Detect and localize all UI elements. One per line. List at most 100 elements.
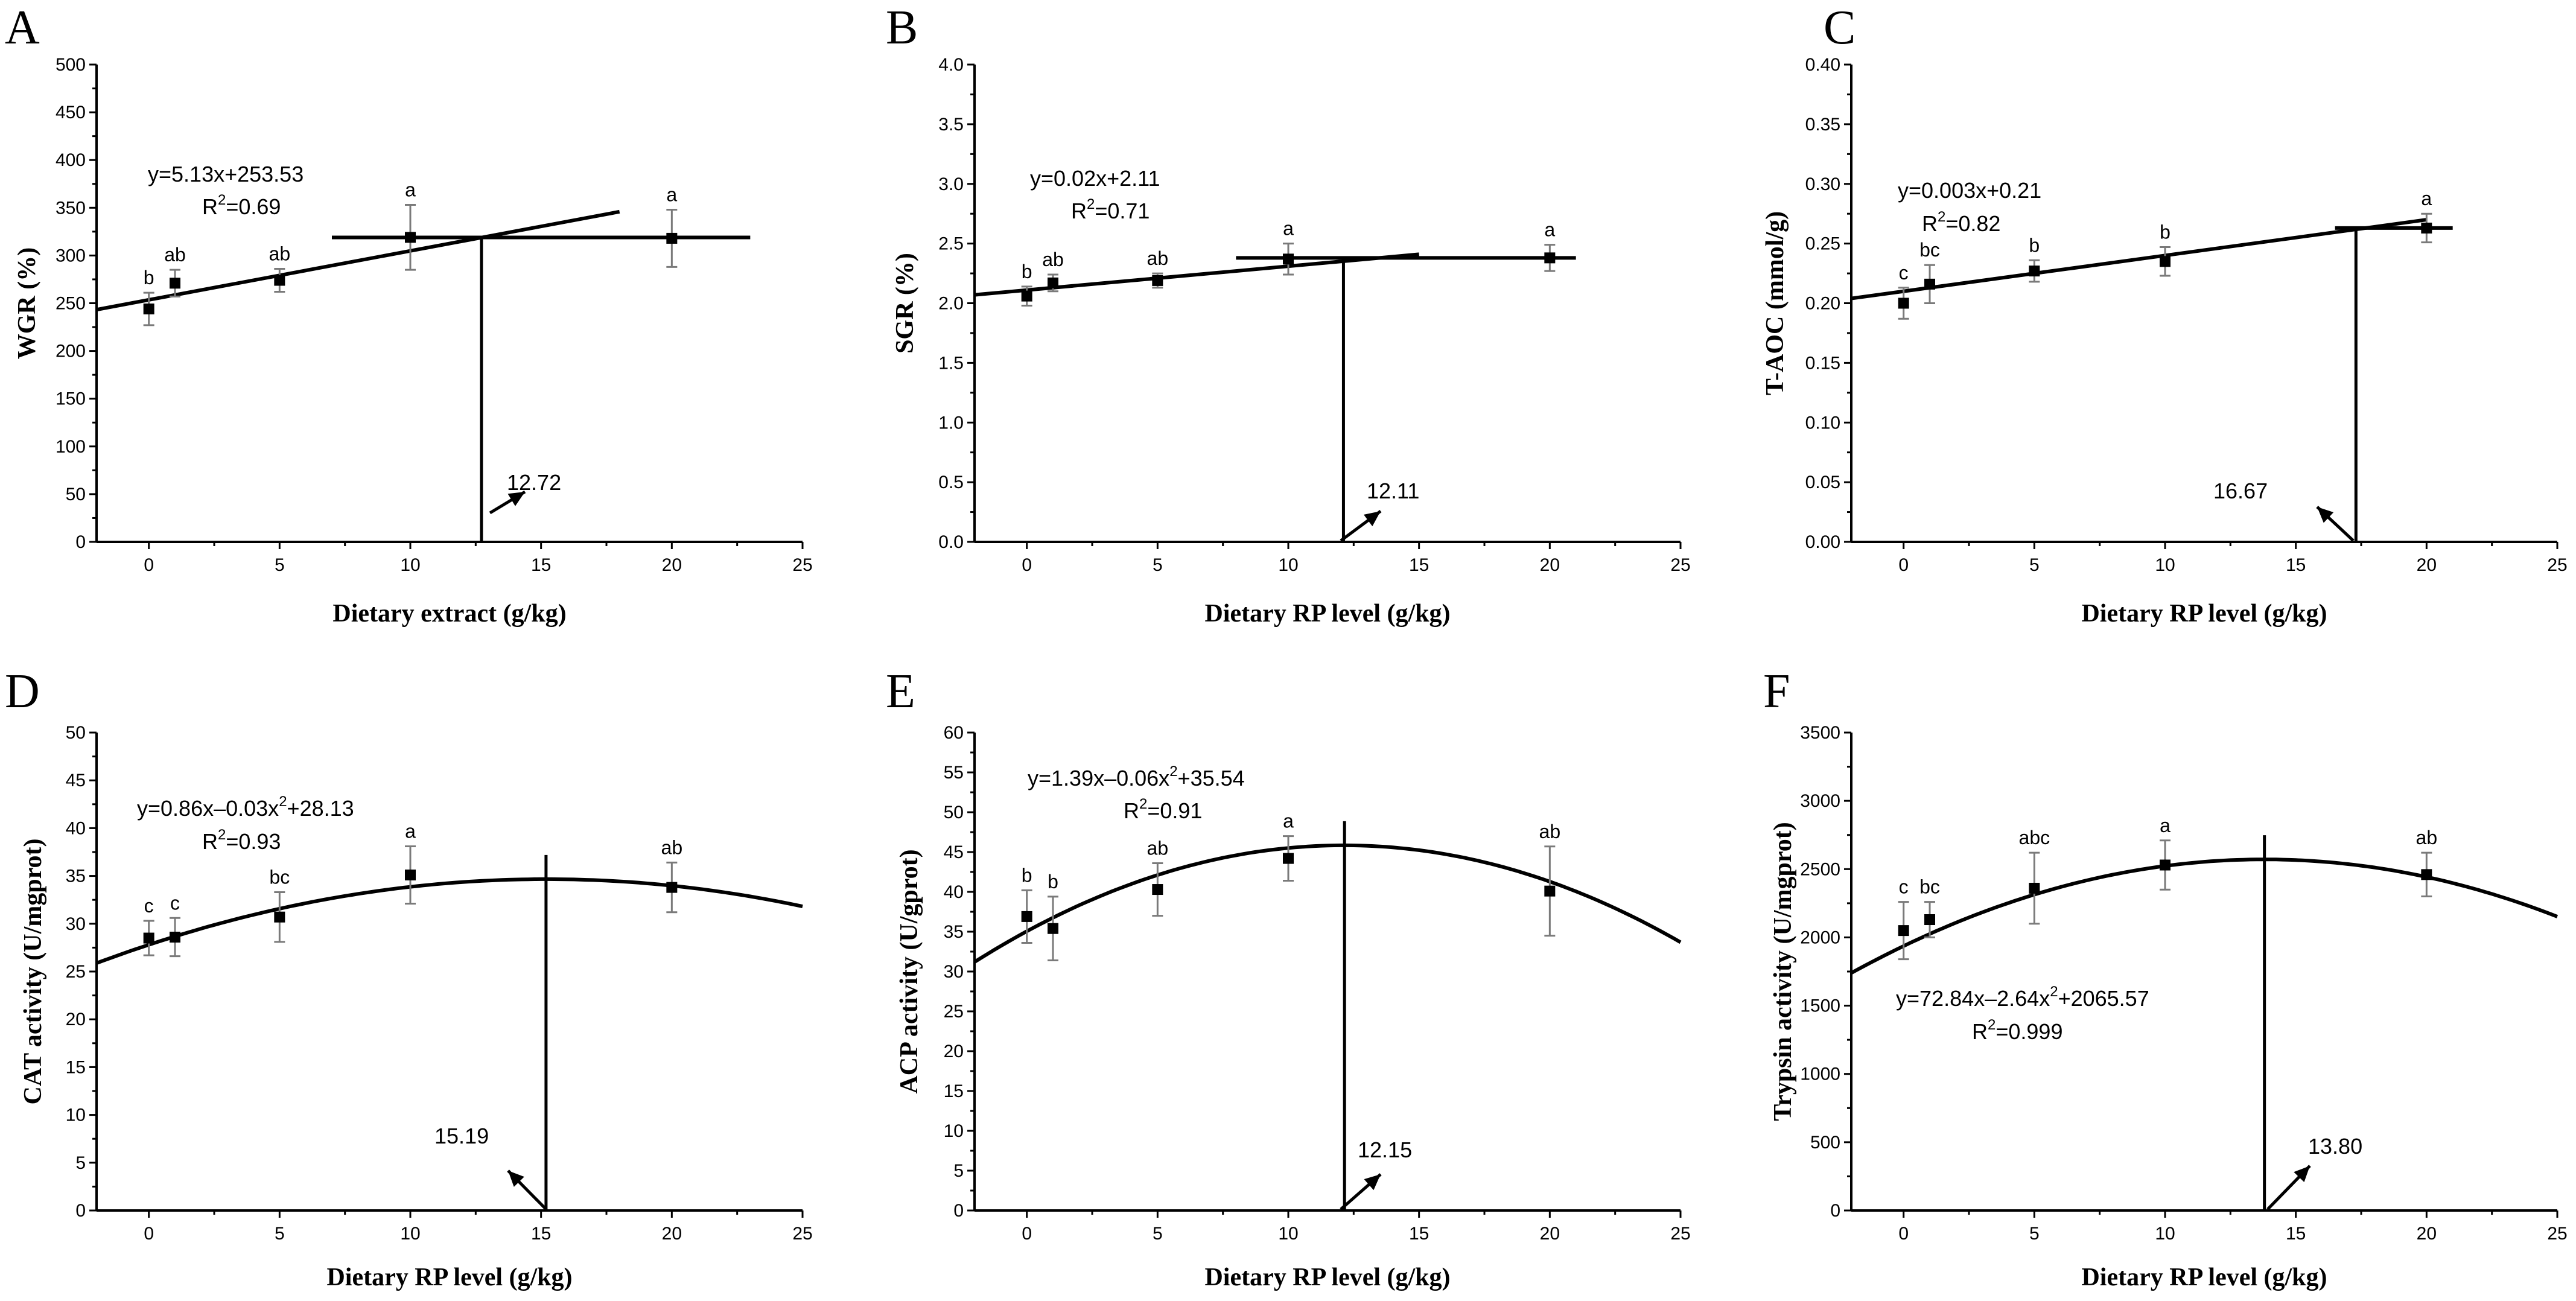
significance-letter: ab bbox=[1147, 247, 1169, 269]
y-tick-label: 2.5 bbox=[938, 234, 964, 254]
y-tick-label: 0.30 bbox=[1805, 174, 1840, 194]
y-tick-label: 0.5 bbox=[938, 472, 964, 492]
y-tick-label: 300 bbox=[56, 246, 86, 266]
significance-letter: ab bbox=[164, 244, 186, 266]
data-point bbox=[405, 232, 416, 243]
x-tick-label: 25 bbox=[792, 555, 812, 575]
x-tick-label: 0 bbox=[144, 1224, 154, 1244]
significance-letter: a bbox=[1283, 810, 1294, 832]
r-squared-value: =0.69 bbox=[226, 194, 281, 219]
data-point bbox=[1924, 914, 1935, 926]
equation-main: y=0.02x+2.11 bbox=[1030, 166, 1160, 191]
data-point bbox=[405, 870, 416, 881]
data-point bbox=[1898, 297, 1909, 309]
y-tick-label: 10 bbox=[66, 1105, 86, 1125]
y-tick-label: 250 bbox=[56, 294, 86, 314]
equation-exponent: 2 bbox=[1169, 763, 1177, 780]
y-tick-label: 2500 bbox=[1800, 859, 1840, 879]
y-tick-label: 2000 bbox=[1800, 927, 1840, 947]
regression-equation: y=0.86x–0.03x2+28.13 bbox=[137, 794, 354, 821]
x-tick-label: 0 bbox=[1898, 1224, 1909, 1244]
r-squared-exponent: 2 bbox=[1139, 796, 1147, 812]
panel-e: E 0 5 10 15 20 25 0 5 10 15 20 25 30 35 40 45 50 55 60 Dieta… bbox=[886, 665, 1691, 1291]
x-axis-label: Dietary RP level (g/kg) bbox=[2081, 600, 2327, 628]
significance-letter: c bbox=[144, 895, 154, 917]
significance-letter: ab bbox=[1042, 249, 1064, 270]
significance-letter: a bbox=[2160, 815, 2171, 836]
r-squared-symbol: R bbox=[1071, 199, 1087, 223]
y-tick-label: 40 bbox=[66, 818, 86, 838]
r-squared-value: =0.71 bbox=[1095, 199, 1150, 223]
optimum-label: 15.19 bbox=[434, 1124, 489, 1148]
x-tick-label: 10 bbox=[1278, 1224, 1298, 1244]
data-point bbox=[274, 275, 285, 286]
x-axis-label: Dietary RP level (g/kg) bbox=[1204, 600, 1450, 628]
data-point bbox=[666, 882, 678, 893]
data-point bbox=[666, 232, 678, 244]
y-tick-label: 20 bbox=[944, 1042, 964, 1061]
y-tick-label: 0.00 bbox=[1805, 532, 1840, 552]
r-squared: R2=0.69 bbox=[202, 192, 281, 219]
panel-d: D 0 5 10 15 20 25 0 5 10 15 20 25 30 35 40 45 50 Dietary R… bbox=[5, 665, 813, 1291]
regression-equation: y=0.02x+2.11 bbox=[1030, 166, 1160, 191]
r-squared-exponent: 2 bbox=[1988, 1017, 1996, 1033]
x-tick-label: 25 bbox=[2547, 1224, 2567, 1244]
significance-letter: ab bbox=[2416, 827, 2438, 848]
optimum-label: 12.15 bbox=[1358, 1137, 1412, 1162]
x-tick-label: 20 bbox=[1540, 555, 1560, 575]
x-tick-label: 20 bbox=[2417, 555, 2437, 575]
x-tick-label: 15 bbox=[2286, 1224, 2306, 1244]
arrow-head bbox=[2317, 507, 2334, 523]
y-tick-label: 60 bbox=[944, 723, 964, 743]
significance-letter: abc bbox=[2019, 827, 2050, 848]
y-tick-label: 0.35 bbox=[1805, 115, 1840, 135]
y-axis-label: WGR (%) bbox=[13, 247, 41, 359]
y-tick-label: 55 bbox=[944, 763, 964, 783]
r-squared-exponent: 2 bbox=[1087, 196, 1095, 212]
panel-c: C 0 5 10 15 20 25 0.00 0.05 0.10 0.15 0.20 0.25 0.30 0… bbox=[1761, 1, 2568, 628]
r-squared-symbol: R bbox=[202, 194, 218, 219]
x-tick-label: 0 bbox=[1022, 1224, 1032, 1244]
y-tick-label: 1000 bbox=[1800, 1064, 1840, 1084]
y-tick-label: 0.25 bbox=[1805, 234, 1840, 254]
x-axis-label: Dietary RP level (g/kg) bbox=[326, 1264, 572, 1291]
x-tick-label: 20 bbox=[662, 1224, 682, 1244]
x-tick-label: 10 bbox=[1278, 555, 1298, 575]
x-tick-label: 10 bbox=[2155, 1224, 2175, 1244]
y-tick-label: 100 bbox=[56, 437, 86, 457]
x-tick-label: 10 bbox=[400, 1224, 420, 1244]
x-tick-label: 20 bbox=[1540, 1224, 1560, 1244]
y-tick-label: 15 bbox=[944, 1081, 964, 1101]
panel-a: A0 5 10 15 20 2505010015020025030035040045050… bbox=[5, 1, 813, 628]
fit-line bbox=[974, 252, 1419, 297]
data-point bbox=[143, 932, 154, 944]
y-tick-label: 0.40 bbox=[1805, 55, 1840, 75]
x-tick-label: 15 bbox=[531, 555, 551, 575]
x-tick-label: 25 bbox=[2547, 555, 2567, 575]
equation-exponent: 2 bbox=[279, 794, 287, 810]
y-tick-label: 0.05 bbox=[1805, 472, 1840, 492]
y-tick-label: 45 bbox=[944, 842, 964, 862]
data-point bbox=[170, 278, 180, 289]
y-tick-label: 400 bbox=[56, 150, 86, 170]
equation-tail: +28.13 bbox=[287, 796, 354, 821]
r-squared-symbol: R bbox=[1922, 211, 1938, 236]
y-tick-label: 35 bbox=[944, 922, 964, 942]
significance-letter: ab bbox=[1147, 837, 1169, 859]
y-tick-label: 0 bbox=[953, 1201, 964, 1221]
y-tick-label: 1500 bbox=[1800, 996, 1840, 1016]
arrow-head bbox=[508, 1171, 524, 1187]
data-point bbox=[2421, 869, 2432, 880]
data-point bbox=[1544, 252, 1556, 264]
x-tick-label: 25 bbox=[1670, 1224, 1690, 1244]
y-tick-label: 0.15 bbox=[1805, 353, 1840, 373]
data-point bbox=[2029, 266, 2040, 277]
significance-letter: b bbox=[2160, 221, 2171, 243]
data-point bbox=[170, 931, 180, 943]
equation-exponent: 2 bbox=[2050, 984, 2058, 1000]
y-tick-label: 0 bbox=[75, 532, 86, 552]
regression-equation: y=0.003x+0.21 bbox=[1898, 178, 2041, 203]
data-point bbox=[1021, 290, 1032, 302]
x-tick-label: 15 bbox=[1409, 1224, 1429, 1244]
optimum-label: 12.72 bbox=[507, 470, 561, 495]
